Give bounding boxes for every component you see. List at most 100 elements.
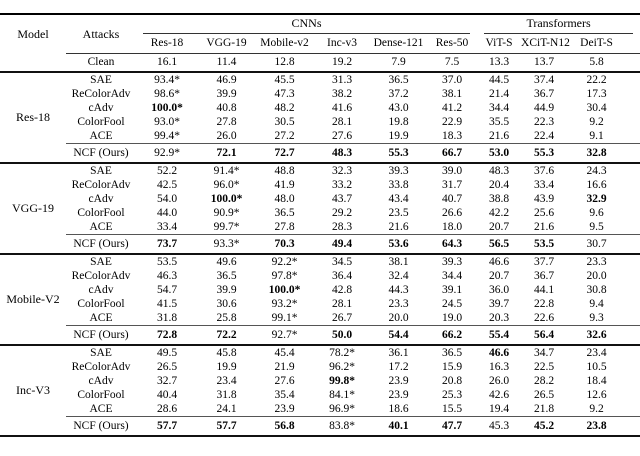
model-header: Model	[17, 26, 49, 41]
col-header-vgg19: VGG-19	[198, 34, 255, 54]
value-cell: 30.4	[586, 101, 607, 114]
value-cell: 7.9	[370, 53, 427, 73]
value-cell: 9.2	[589, 402, 604, 415]
attack-label: ACE	[89, 402, 113, 415]
value-cell: 30.7	[567, 234, 640, 255]
value-cell: 7.5	[427, 53, 478, 73]
value-cell: 9.6	[589, 206, 604, 219]
value-cell: 49.6	[216, 255, 237, 268]
value-cell: 44.5	[488, 73, 510, 86]
value-cell: 36.5	[274, 206, 295, 219]
value-cell: 43.0	[388, 101, 409, 114]
attack-label: ColorFool	[77, 115, 125, 128]
value-cell: 20.7	[488, 269, 510, 282]
value-cell: 39.1	[441, 283, 463, 296]
value-cell: 55.4	[477, 325, 522, 346]
value-cell: 30.8	[586, 283, 607, 296]
value-cell: 18.4	[586, 374, 607, 387]
value-cell: 25.8	[216, 311, 237, 324]
value-cell: 11.4	[198, 53, 255, 73]
value-cell: 47.3	[274, 87, 295, 100]
value-cell: 34.4	[488, 101, 510, 114]
value-cell: 24.1	[216, 402, 237, 415]
value-cell: 54.4	[370, 325, 427, 346]
value-cell: 20.0	[388, 311, 409, 324]
value-cell: 19.2	[314, 53, 370, 73]
attack-label: cAdv	[88, 192, 114, 205]
value-cell: 83.8*	[314, 416, 370, 437]
value-cell: 23.9	[388, 388, 409, 401]
value-cell: 66.2	[427, 325, 478, 346]
value-cell: 21.8	[533, 402, 555, 415]
model-cell: Res-18	[0, 72, 66, 164]
value-cell: 23.3	[586, 255, 607, 268]
value-cell: 72.1	[198, 143, 255, 164]
attack-success-table: Model Attacks CNNs Transformers Res-18 V…	[0, 13, 640, 437]
attack-label: cAdv	[88, 283, 114, 296]
value-cell: 48.3	[314, 143, 370, 164]
value-cell: 50.0	[314, 325, 370, 346]
value-cell: 72.8	[136, 325, 198, 346]
attack-label: ReColorAdv	[71, 87, 131, 100]
value-cell: 36.1	[388, 346, 409, 359]
value-cell: 23.9	[388, 374, 409, 387]
attack-row: ReColorAdv 98.6* 39.9 47.3 38.2 37.2 38.1 21.4 3…	[0, 87, 640, 101]
value-cell: 45.4	[274, 346, 295, 359]
value-cell: 20.8	[441, 374, 463, 387]
value-cell: 19.9	[216, 360, 237, 373]
value-cell: 29.2	[331, 206, 353, 219]
attack-row: ColorFool 93.0* 27.8 30.5 28.1 19.8 22.9 35.5 22…	[0, 115, 640, 129]
value-cell: 91.4*	[213, 164, 240, 177]
value-cell: 36.0	[488, 283, 510, 296]
value-cell: 44.1	[533, 283, 555, 296]
value-cell: 32.6	[567, 325, 640, 346]
value-cell: 48.2	[274, 101, 295, 114]
value-cell: 21.6	[388, 220, 409, 233]
value-cell: 84.1*	[329, 388, 355, 401]
value-cell: 70.3	[255, 234, 314, 255]
value-cell: 37.4	[533, 73, 555, 86]
value-cell: 93.0*	[154, 115, 180, 128]
value-cell: 17.3	[586, 87, 607, 100]
attack-label: SAE	[90, 73, 112, 86]
value-cell: 19.4	[488, 402, 510, 415]
group-label-transformers: Transformers	[484, 17, 634, 34]
value-cell: 100.0*	[151, 101, 183, 114]
value-cell: 28.3	[331, 220, 353, 233]
value-cell: 18.3	[441, 129, 463, 142]
model-cell: VGG-19	[0, 163, 66, 255]
attack-row: ACE 99.4* 26.0 27.2 27.6 19.9 18.3 21.6 22.4 9.1	[0, 129, 640, 144]
value-cell: 32.7	[156, 374, 178, 387]
value-cell: 47.7	[427, 416, 478, 437]
value-cell: 96.0*	[213, 178, 240, 191]
value-cell: 34.5	[331, 255, 353, 268]
value-cell: 15.9	[441, 360, 463, 373]
attack-label: SAE	[90, 255, 112, 268]
value-cell: 36.5	[216, 269, 237, 282]
model-cell: Inc-V3	[0, 345, 66, 437]
value-cell: 27.2	[274, 129, 295, 142]
value-cell: 49.5	[156, 346, 178, 359]
value-cell: 57.7	[136, 416, 198, 437]
value-cell: 23.4	[216, 374, 237, 387]
value-cell: 92.7*	[255, 325, 314, 346]
value-cell: 48.3	[488, 164, 510, 177]
value-cell: 39.3	[441, 255, 463, 268]
value-cell: 26.5	[533, 388, 555, 401]
value-cell: 96.2*	[329, 360, 355, 373]
value-cell: 64.3	[427, 234, 478, 255]
attack-row: cAdv 54.7 39.9 100.0* 42.8 44.3 39.1 36.0 44.1 30…	[0, 283, 640, 297]
value-cell: 38.1	[441, 87, 463, 100]
value-cell: 36.4	[331, 269, 353, 282]
value-cell: 39.0	[441, 164, 463, 177]
attack-row: ColorFool 40.4 31.8 35.4 84.1* 23.9 25.3 42.6 26…	[0, 388, 640, 402]
value-cell: 44.9	[533, 101, 555, 114]
value-cell: 46.3	[156, 269, 178, 282]
value-cell: 31.8	[156, 311, 178, 324]
value-cell: 20.3	[488, 311, 510, 324]
model-cell: Mobile-V2	[0, 254, 66, 346]
value-cell: 53.5	[156, 255, 178, 268]
value-cell: 93.4*	[154, 73, 180, 86]
value-cell: 56.4	[521, 325, 568, 346]
col-header-vits: ViT-S	[477, 34, 522, 54]
